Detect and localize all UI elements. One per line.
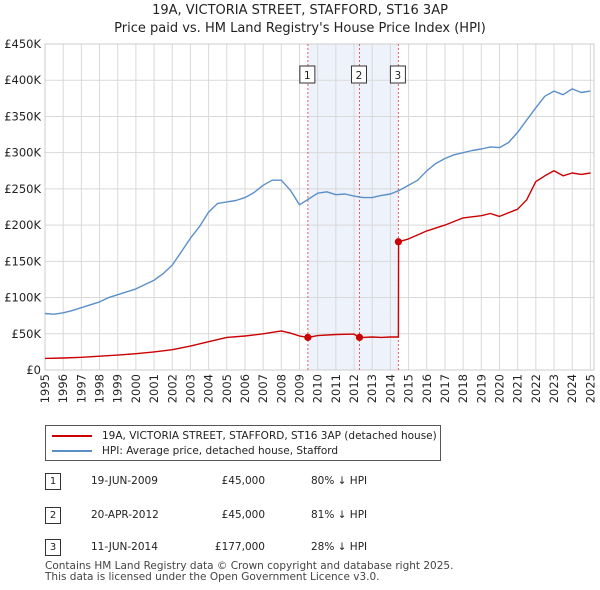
shaded-period [307, 44, 399, 370]
transaction-label-box [389, 65, 406, 84]
x-tick-label: 2007 [256, 374, 270, 403]
transaction-number: 3 [45, 539, 61, 556]
x-tick-label: 2004 [202, 374, 216, 403]
table-row: 1 19-JUN-2009 £45,000 80% ↓ HPI [45, 473, 425, 491]
transaction-point [304, 333, 312, 341]
chart-legend: 19A, VICTORIA STREET, STAFFORD, ST16 3AP… [45, 425, 441, 461]
y-tick-label: £250K [4, 182, 41, 196]
x-tick-label: 2002 [165, 374, 179, 403]
transaction-label-box [350, 65, 367, 84]
property-price-line [44, 170, 591, 360]
transaction-date: 20-APR-2012 [91, 509, 159, 521]
y-tick-label: £400K [4, 73, 41, 87]
transaction-label: 3 [395, 70, 402, 82]
footer-attribution: Contains HM Land Registry data © Crown c… [45, 561, 453, 583]
x-tick-label: 2006 [238, 374, 252, 403]
legend-item-hpi: HPI: Average price, detached house, Staf… [52, 443, 338, 459]
x-tick-label: 2013 [365, 374, 379, 403]
x-tick-label: 2017 [438, 374, 452, 403]
x-tick-label: 2010 [311, 374, 325, 403]
y-tick-label: £100K [4, 291, 41, 305]
transaction-price: £45,000 [221, 509, 265, 521]
transaction-price: £177,000 [214, 541, 265, 553]
transaction-number: 1 [45, 473, 61, 490]
x-tick-label: 2015 [402, 374, 416, 403]
x-tick-label: 2000 [129, 374, 143, 403]
legend-item-property: 19A, VICTORIA STREET, STAFFORD, ST16 3AP… [52, 428, 437, 444]
footer-licence: This data is licensed under the Open Gov… [45, 571, 380, 583]
plot-area [44, 43, 595, 371]
transaction-label-box [299, 65, 316, 84]
x-tick-label: 2005 [220, 374, 234, 403]
transaction-price: £45,000 [221, 475, 265, 487]
hpi-line [44, 88, 591, 315]
x-tick-label: 2021 [511, 374, 525, 403]
x-tick-label: 1996 [56, 374, 70, 403]
x-tick-label: 2001 [147, 374, 161, 403]
x-tick-label: 2016 [420, 374, 434, 403]
x-tick-label: 2008 [274, 374, 288, 403]
transaction-date: 19-JUN-2009 [91, 475, 158, 487]
table-row: 2 20-APR-2012 £45,000 81% ↓ HPI [45, 507, 425, 525]
price-chart: £0 £50K £100K £150K £200K £250K £300K £350K £400… [4, 37, 597, 403]
transaction-hpi-diff: 81% ↓ HPI [311, 509, 368, 521]
x-tick-label: 2019 [474, 374, 488, 403]
x-tick-label: 2020 [492, 374, 506, 403]
x-tick-label: 1995 [38, 374, 52, 403]
transaction-label: 2 [356, 70, 363, 82]
transaction-point [394, 238, 402, 246]
x-tick-label: 2022 [529, 374, 543, 403]
y-tick-label: £350K [4, 109, 41, 123]
x-tick-label: 2024 [565, 374, 579, 403]
y-tick-label: £150K [4, 254, 41, 268]
transaction-label: 1 [304, 70, 311, 82]
transaction-hpi-diff: 28% ↓ HPI [311, 541, 368, 553]
transaction-point [355, 333, 364, 341]
chart-subtitle: Price paid vs. HM Land Registry's House … [114, 21, 486, 36]
y-tick-label: £450K [4, 37, 41, 51]
y-tick-label: £300K [4, 146, 41, 160]
x-tick-label: 1997 [74, 374, 88, 403]
x-tick-label: 2014 [383, 374, 397, 403]
x-tick-label: 2018 [456, 374, 470, 403]
x-tick-label: 2023 [547, 374, 561, 403]
legend-label-property: 19A, VICTORIA STREET, STAFFORD, ST16 3AP… [102, 430, 437, 442]
y-tick-label: £0 [26, 363, 41, 377]
chart-title-address: 19A, VICTORIA STREET, STAFFORD, ST16 3AP [152, 3, 448, 18]
transaction-date: 11-JUN-2014 [91, 541, 158, 553]
x-tick-label: 2025 [583, 374, 597, 403]
legend-swatch-hpi [52, 450, 92, 452]
x-tick-label: 1999 [111, 374, 125, 403]
transaction-number: 2 [45, 507, 61, 524]
footer-copyright: Contains HM Land Registry data © Crown c… [45, 560, 454, 572]
legend-label-hpi: HPI: Average price, detached house, Staf… [102, 445, 339, 457]
x-tick-label: 1998 [93, 374, 107, 403]
y-tick-label: £50K [12, 327, 42, 341]
x-tick-label: 2012 [347, 374, 361, 403]
transaction-hpi-diff: 80% ↓ HPI [311, 475, 368, 487]
y-tick-label: £200K [4, 218, 41, 232]
table-row: 3 11-JUN-2014 £177,000 28% ↓ HPI [45, 539, 425, 557]
x-tick-label: 2003 [183, 374, 197, 403]
x-tick-label: 2011 [329, 374, 343, 403]
legend-swatch-property [52, 435, 92, 437]
x-tick-label: 2009 [293, 374, 307, 403]
